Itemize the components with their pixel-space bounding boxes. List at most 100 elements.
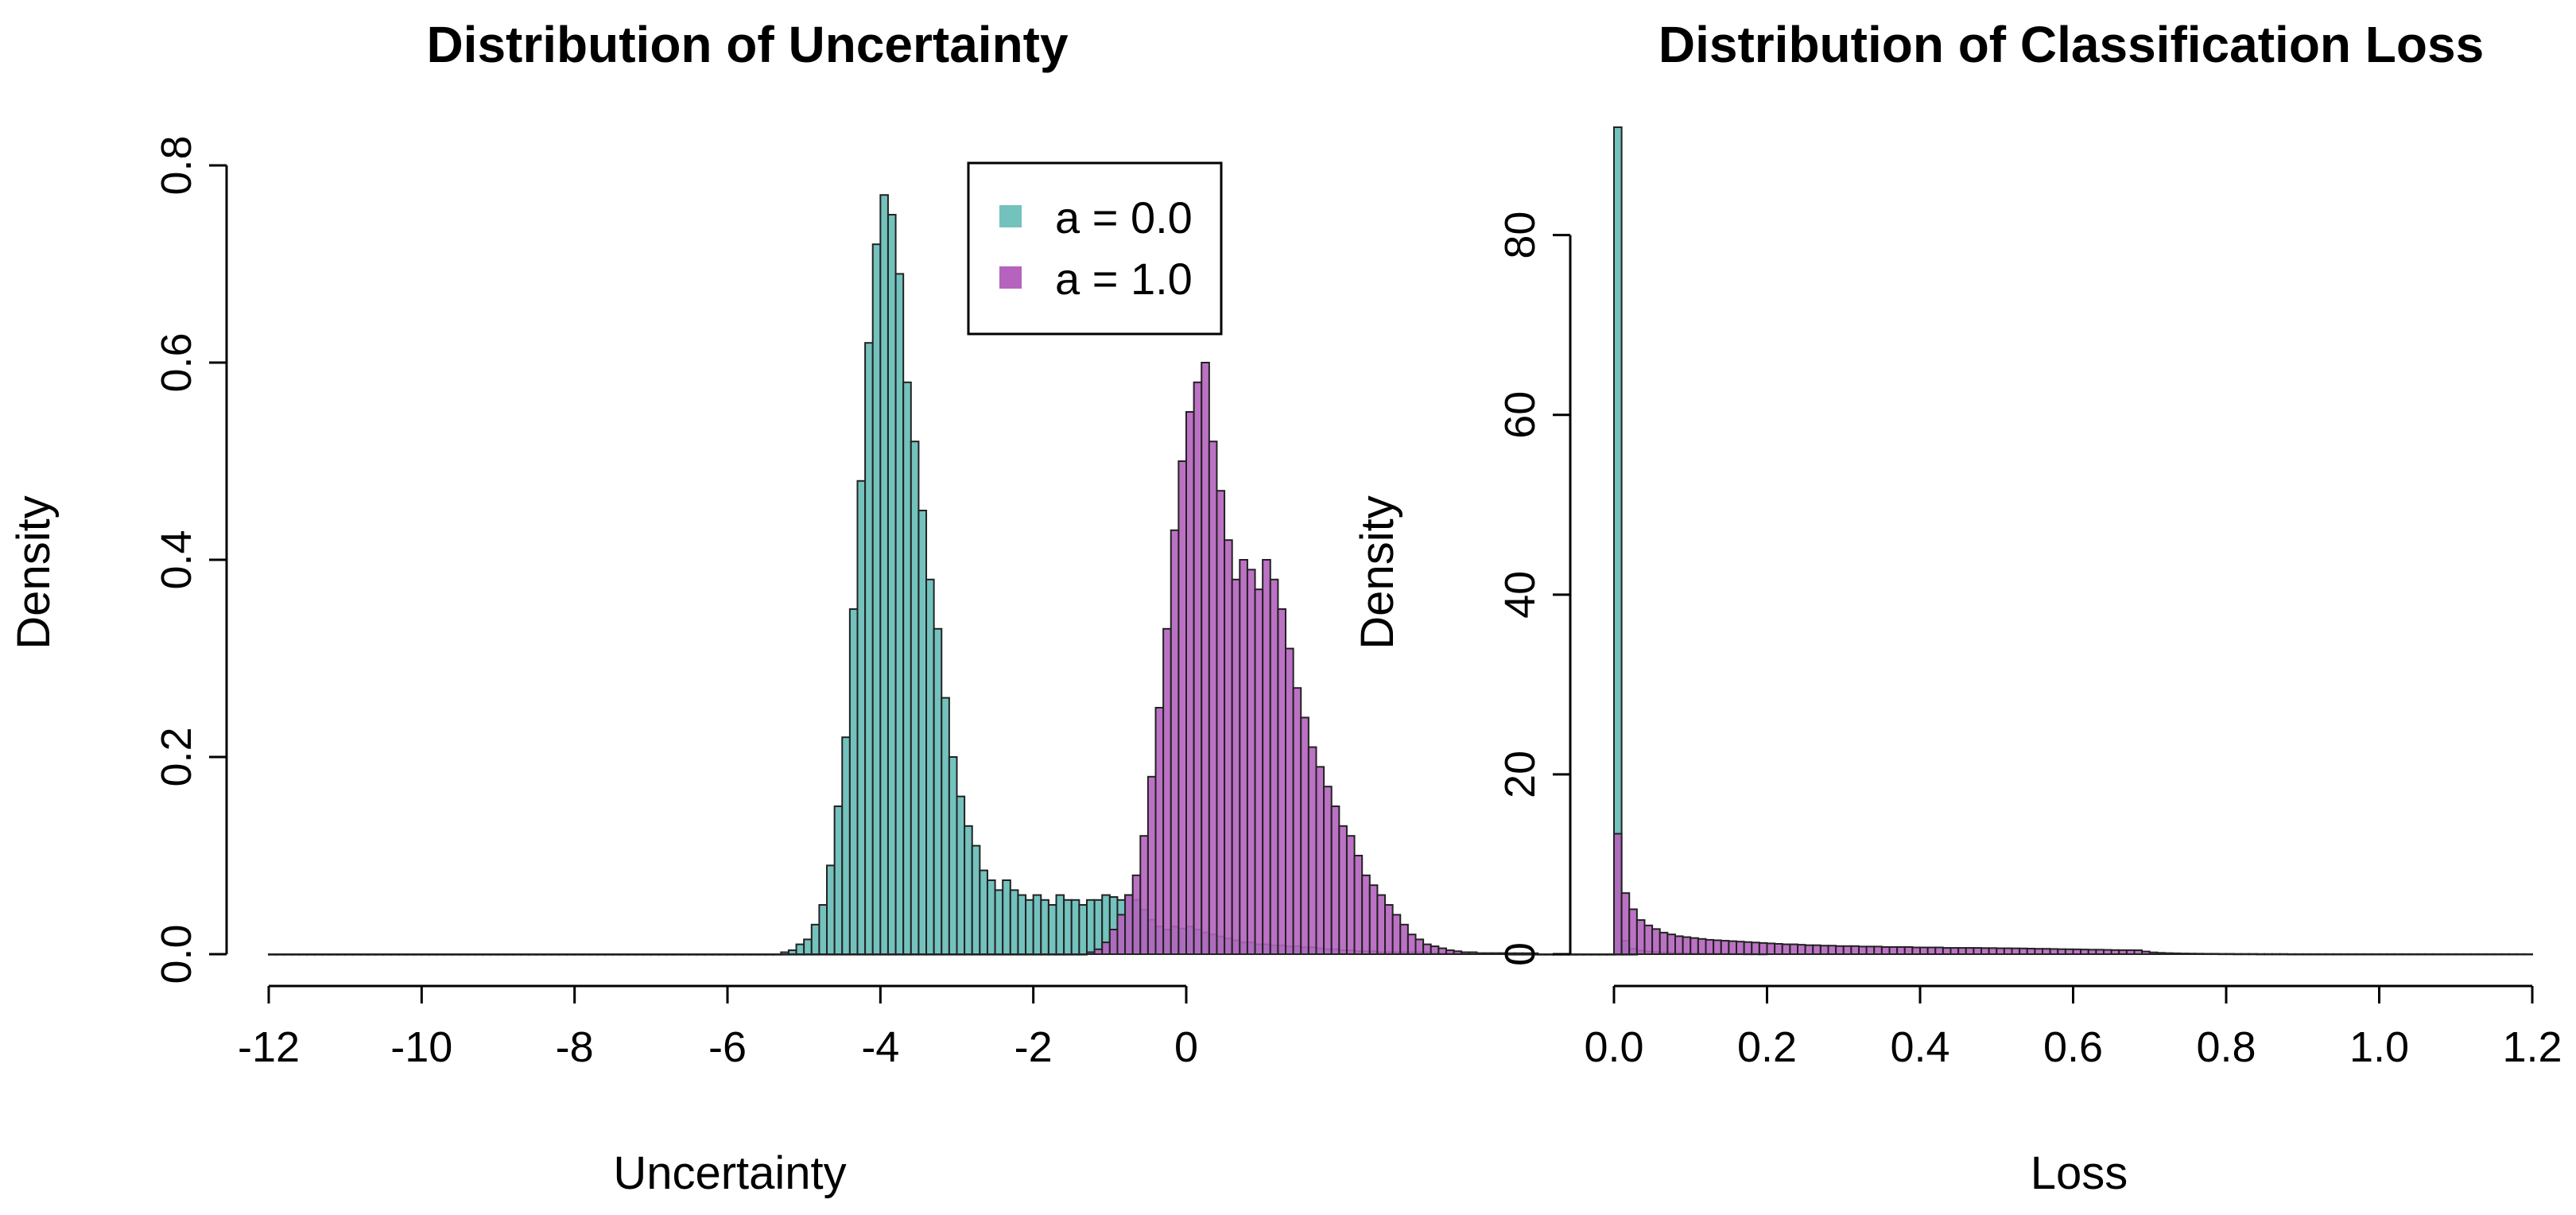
histogram-bar <box>1224 539 1233 955</box>
histogram-bar <box>826 864 836 956</box>
histogram-bar <box>1980 947 1990 955</box>
histogram-bar <box>848 953 859 956</box>
y-tick-label: 0.8 <box>153 135 200 195</box>
histogram-bar <box>841 736 851 955</box>
histogram-bar <box>1085 899 1096 956</box>
histogram-bar <box>489 953 499 956</box>
histogram-bar <box>841 953 851 956</box>
histogram-bar <box>1032 894 1042 955</box>
histogram-bar <box>1858 945 1868 956</box>
histogram-bar <box>428 953 438 956</box>
histogram-bar <box>2401 953 2411 956</box>
histogram-bar <box>1391 914 1402 956</box>
histogram-bar <box>871 953 882 956</box>
histogram-bar <box>902 953 912 956</box>
histogram-bar <box>925 578 935 955</box>
histogram-bar <box>886 953 897 956</box>
histogram-bar <box>1330 805 1340 955</box>
histogram-bar <box>535 953 545 956</box>
histogram-bar <box>2110 949 2120 956</box>
histogram-bar <box>810 953 821 956</box>
histogram-bar <box>2264 953 2273 956</box>
x-tick-label: -10 <box>390 1023 452 1071</box>
histogram-bar <box>1728 940 1737 955</box>
legend-box <box>967 161 1223 336</box>
histogram-bar <box>2340 953 2349 956</box>
histogram-bar <box>2516 953 2526 956</box>
histogram-bar <box>704 953 713 956</box>
histogram-bar <box>1338 825 1348 956</box>
histogram-bar <box>2485 953 2495 956</box>
histogram-bar <box>2209 953 2220 956</box>
histogram-bar <box>2279 953 2288 956</box>
histogram-bar <box>681 953 690 956</box>
histogram-bar <box>994 953 1004 956</box>
histogram-bar <box>1461 951 1470 956</box>
histogram-bar <box>2447 953 2457 956</box>
histogram-bar <box>2118 949 2128 956</box>
histogram-bar <box>902 381 912 955</box>
histogram-bar <box>1231 578 1241 955</box>
x-tick-label: -6 <box>708 1023 747 1071</box>
histogram-bar <box>1040 899 1049 956</box>
histogram-bar <box>2171 952 2182 955</box>
histogram-bar <box>2156 952 2166 955</box>
histogram-bar <box>964 953 973 956</box>
histogram-bar <box>1774 943 1783 955</box>
histogram-bar <box>2462 953 2472 956</box>
histogram-bar <box>795 943 805 955</box>
histogram-bar <box>2202 953 2212 956</box>
series-a1 <box>1613 833 2533 956</box>
legend-swatch-a1 <box>999 266 1022 289</box>
histogram-bar <box>1002 879 1011 955</box>
histogram-bar <box>2325 953 2334 956</box>
histogram-bar <box>1613 833 1623 955</box>
histogram-bar <box>1047 904 1057 955</box>
y-tick-label: 0.0 <box>153 924 200 984</box>
histogram-bar <box>1635 919 1646 955</box>
x-tick-label: 1.0 <box>2349 1023 2409 1071</box>
histogram-bar <box>1896 945 1906 956</box>
chart-title-uncertainty: Distribution of Uncertainty <box>426 16 1069 73</box>
histogram-bar <box>1484 952 1493 956</box>
histogram-bar <box>520 953 530 956</box>
histogram-bar <box>2378 953 2388 956</box>
histogram-bar <box>421 953 430 956</box>
histogram-bar <box>2087 949 2097 955</box>
histogram-bar <box>1040 953 1049 956</box>
histogram-bar <box>833 805 844 955</box>
histogram-bar <box>810 923 821 956</box>
histogram-bar <box>2332 953 2342 956</box>
histogram-bar <box>971 953 981 956</box>
histogram-bar <box>1422 943 1432 955</box>
histogram-bar <box>1766 942 1776 956</box>
histogram-bar <box>2477 953 2488 956</box>
histogram-bar <box>497 953 507 956</box>
histogram-bar <box>1131 874 1142 956</box>
histogram-bar <box>2225 953 2235 956</box>
histogram-bar <box>925 953 935 956</box>
series-a0 <box>1613 126 1768 956</box>
histogram-bar <box>2317 953 2327 956</box>
histogram-bar <box>290 953 301 956</box>
histogram-bar <box>1919 946 1929 955</box>
y-axis-uncertainty: 0.0 0.2 0.4 0.6 0.8 <box>153 135 228 984</box>
histogram-bar <box>1025 899 1034 956</box>
histogram-bar <box>2019 947 2028 956</box>
histogram-bar <box>1170 529 1180 955</box>
histogram-bar <box>1017 894 1027 955</box>
legend-swatch-a0 <box>999 205 1022 227</box>
histogram-bar <box>688 953 698 956</box>
x-tick-label: 0.4 <box>1890 1023 1949 1071</box>
histogram-bar <box>543 953 553 956</box>
histogram-bar <box>1368 884 1379 955</box>
histogram-bar <box>1323 786 1333 956</box>
histogram-bar <box>1009 953 1019 956</box>
histogram-bar <box>2454 953 2465 956</box>
histogram-bar <box>918 953 928 956</box>
histogram-bar <box>2431 953 2442 956</box>
histogram-bar <box>573 953 584 956</box>
histogram-bar <box>2393 953 2403 956</box>
histogram-bar <box>1085 951 1096 956</box>
histogram-bar <box>1162 627 1172 955</box>
